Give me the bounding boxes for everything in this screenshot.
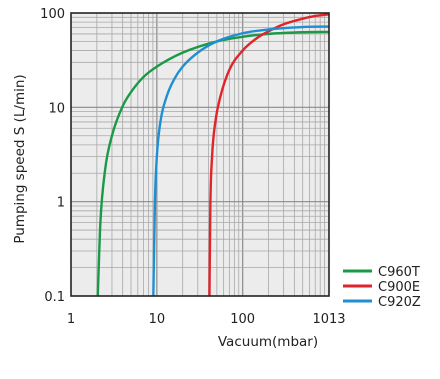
y-tick-label: 10 [48,101,65,116]
series-line-c900e [208,13,330,297]
y-tick-labels: 0.1 1 10 100 [40,7,65,305]
y-tick-label: 1 [57,196,65,211]
x-tick-label: 1013 [312,312,345,327]
legend-label-c960t: C960T [378,265,420,280]
series-line-c920z [152,25,330,297]
series-line-c960t [96,30,330,297]
x-tick-labels: 1 10 100 1013 [67,312,346,327]
x-axis-title: Vacuum(mbar) [218,334,318,350]
x-tick-label: 1 [67,312,75,327]
grid [71,13,329,296]
x-tick-label: 100 [230,312,255,327]
y-tick-label: 100 [40,7,65,22]
legend-label-c900e: C900E [378,280,420,295]
plot-background [71,13,329,296]
series-layer [96,13,330,297]
legend-label-c920z: C920Z [378,295,421,310]
plot-border [70,12,330,297]
x-tick-label: 10 [149,312,166,327]
y-axis-title: Pumping speed S (L/min) [12,74,28,243]
y-tick-label: 0.1 [44,290,65,305]
